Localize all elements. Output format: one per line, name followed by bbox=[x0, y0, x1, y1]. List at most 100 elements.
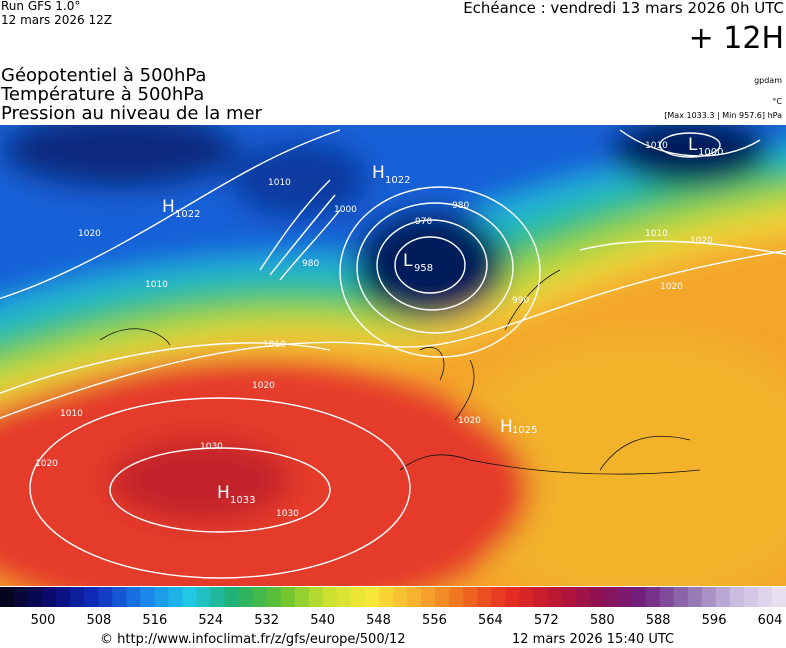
field: Géopotentiel à 500hPa bbox=[1, 65, 206, 86]
colorbar-swatch bbox=[42, 587, 57, 607]
colorbar-tick-label: 556 bbox=[422, 613, 447, 628]
colorbar-swatch bbox=[70, 587, 85, 607]
colorbar-swatch bbox=[505, 587, 520, 607]
colorbar-tick-label: 508 bbox=[87, 613, 112, 628]
isobar-label: 1010 bbox=[60, 409, 83, 419]
colorbar-swatch bbox=[0, 587, 15, 607]
colorbar-swatch bbox=[589, 587, 605, 607]
colorbar-swatch bbox=[84, 587, 99, 607]
center-type: L bbox=[403, 251, 413, 271]
colorbar-tick-label: 580 bbox=[590, 613, 615, 628]
colorbar-swatch bbox=[547, 587, 562, 607]
colorbar-swatch bbox=[168, 587, 183, 607]
colorbar-tick-label: 516 bbox=[142, 613, 167, 628]
colorbar-swatch bbox=[743, 587, 759, 607]
colorbar-tick-label: 588 bbox=[646, 613, 671, 628]
isobar-label: 1020 bbox=[35, 459, 58, 469]
unit: gpdam bbox=[754, 76, 782, 85]
colorbar-swatch bbox=[491, 587, 506, 607]
isobar-label: 1020 bbox=[78, 229, 101, 239]
center-value: 1022 bbox=[175, 209, 200, 220]
colorbar-swatch bbox=[617, 587, 633, 607]
center-type: L bbox=[688, 135, 698, 155]
lead-time: + 12H bbox=[689, 21, 784, 56]
colorbar-swatch bbox=[224, 587, 240, 607]
isobar-label: 1010 bbox=[268, 178, 291, 188]
colorbar-swatch bbox=[182, 587, 197, 607]
colorbar-swatch bbox=[322, 587, 338, 607]
isobar-label: 1020 bbox=[252, 381, 275, 391]
colorbar-swatch bbox=[659, 587, 675, 607]
center-type: H bbox=[500, 417, 513, 437]
center-value: 958 bbox=[414, 263, 433, 274]
run: Run GFS 1.0° bbox=[1, 0, 80, 13]
colorbar-swatch bbox=[393, 587, 408, 607]
colorbar-swatch bbox=[757, 587, 773, 607]
center-value: 1025 bbox=[512, 425, 537, 436]
colorbar-swatch bbox=[729, 587, 745, 607]
colorbar-tick-label: 500 bbox=[31, 613, 56, 628]
colorbar-swatch bbox=[603, 587, 619, 607]
colorbar-swatch bbox=[280, 587, 296, 607]
colorbar-swatch bbox=[266, 587, 282, 607]
colorbar-swatch bbox=[575, 587, 590, 607]
isobar-label: 980 bbox=[302, 259, 319, 269]
map bbox=[0, 125, 786, 586]
isobar-label: 980 bbox=[452, 201, 469, 211]
colorbar-swatch bbox=[463, 587, 478, 607]
colorbar-swatch bbox=[687, 587, 703, 607]
colorbar-tick-label: 572 bbox=[534, 613, 559, 628]
colorbar-swatch bbox=[112, 587, 127, 607]
colorbar-swatch bbox=[533, 587, 548, 607]
center-type: H bbox=[372, 163, 385, 183]
colorbar-swatch bbox=[196, 587, 212, 607]
echeance: Echéance : vendredi 13 mars 2026 0h UTC bbox=[463, 0, 784, 17]
colorbar-swatch bbox=[645, 587, 661, 607]
isobar-label: 1010 bbox=[645, 141, 668, 151]
colorbar-swatch bbox=[56, 587, 71, 607]
colorbar-swatch bbox=[210, 587, 226, 607]
colorbar-tick-label: 540 bbox=[310, 613, 335, 628]
colorbar-swatch bbox=[154, 587, 169, 607]
colorbar-swatch bbox=[771, 587, 786, 607]
colorbar-swatch bbox=[673, 587, 689, 607]
colorbar-swatch bbox=[252, 587, 268, 607]
colorbar-tick-label: 548 bbox=[366, 613, 391, 628]
unit: [Max 1033.3 | Min 957.6] hPa bbox=[664, 111, 782, 120]
colorbar-swatch bbox=[421, 587, 436, 607]
colorbar-swatch bbox=[98, 587, 113, 607]
colorbar-swatch bbox=[308, 587, 324, 607]
center-value: 1000 bbox=[698, 147, 723, 158]
colorbar-swatch bbox=[701, 587, 717, 607]
center-value: 1033 bbox=[230, 495, 255, 506]
colorbar-swatch bbox=[378, 587, 394, 607]
center-value: 1022 bbox=[385, 175, 410, 186]
isobar-label: 1010 bbox=[645, 229, 668, 239]
colorbar-swatch bbox=[519, 587, 534, 607]
colorbar-swatch bbox=[126, 587, 141, 607]
run-date: 12 mars 2026 12Z bbox=[1, 13, 112, 27]
isobar-label: 1030 bbox=[276, 509, 299, 519]
colorbar-swatch bbox=[477, 587, 492, 607]
colorbar-swatch bbox=[14, 587, 29, 607]
isobar-label: 990 bbox=[512, 296, 529, 306]
center-type: H bbox=[217, 483, 230, 503]
footer-url: © http://www.infoclimat.fr/z/gfs/europe/… bbox=[100, 632, 406, 647]
colorbar-swatch bbox=[238, 587, 254, 607]
field: Température à 500hPa bbox=[0, 84, 204, 105]
isobar-label: 1020 bbox=[458, 416, 481, 426]
colorbar-tick-label: 596 bbox=[702, 613, 727, 628]
colorbar-swatch bbox=[336, 587, 352, 607]
colorbar-swatch bbox=[631, 587, 647, 607]
field: Pression au niveau de la mer bbox=[1, 103, 263, 124]
center-type: H bbox=[162, 197, 175, 217]
colorbar-swatch bbox=[364, 587, 380, 607]
colorbar-swatch bbox=[435, 587, 450, 607]
colorbar-tick-label: 532 bbox=[254, 613, 279, 628]
isobar-label: 1010 bbox=[145, 280, 168, 290]
colorbar-swatch bbox=[715, 587, 731, 607]
colorbar-swatch bbox=[28, 587, 43, 607]
footer-timestamp: 12 mars 2026 15:40 UTC bbox=[512, 632, 674, 647]
colorbar-tick-label: 604 bbox=[758, 613, 783, 628]
